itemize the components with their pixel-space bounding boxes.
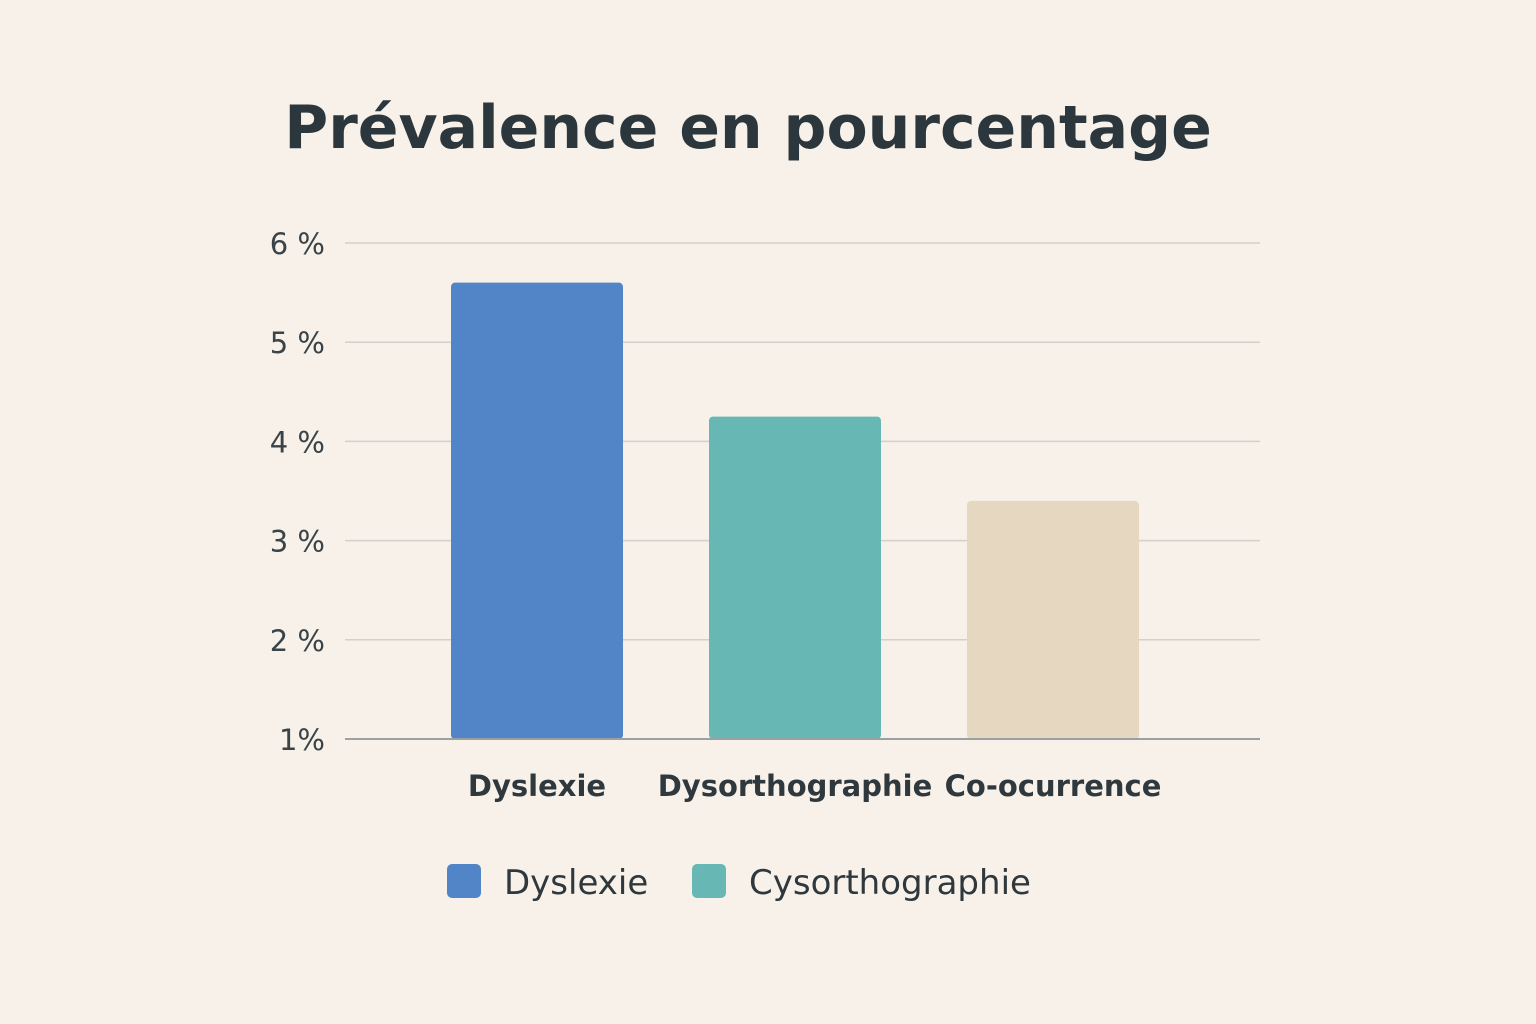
bar-co-ocurrence	[967, 500, 1139, 739]
legend-swatch	[692, 864, 726, 898]
legend: Dyslexie Cysorthographie	[447, 863, 1031, 903]
x-tick-label: Dyslexie	[468, 769, 606, 803]
bars	[451, 282, 1139, 739]
y-tick-label: 2 %	[270, 624, 325, 658]
x-axis-labels: Dyslexie Dysorthographie Co-ocurrence	[468, 769, 1161, 803]
bar-dyslexie	[451, 282, 623, 739]
x-tick-label: Co-ocurrence	[945, 769, 1162, 803]
y-axis-ticks: 1% 2 % 3 % 4 % 5 % 6 %	[270, 227, 325, 757]
chart-title: Prévalence en pourcentage	[284, 93, 1212, 163]
y-tick-label: 3 %	[270, 525, 325, 559]
bar-dysorthographie	[709, 416, 881, 739]
y-tick-label: 1%	[279, 723, 325, 757]
legend-swatch	[447, 864, 481, 898]
y-tick-label: 5 %	[270, 326, 325, 360]
x-tick-label: Dysorthographie	[658, 769, 933, 803]
y-tick-label: 4 %	[270, 425, 325, 459]
legend-label: Cysorthographie	[749, 863, 1031, 903]
legend-label: Dyslexie	[504, 863, 648, 903]
y-tick-label: 6 %	[270, 227, 325, 261]
